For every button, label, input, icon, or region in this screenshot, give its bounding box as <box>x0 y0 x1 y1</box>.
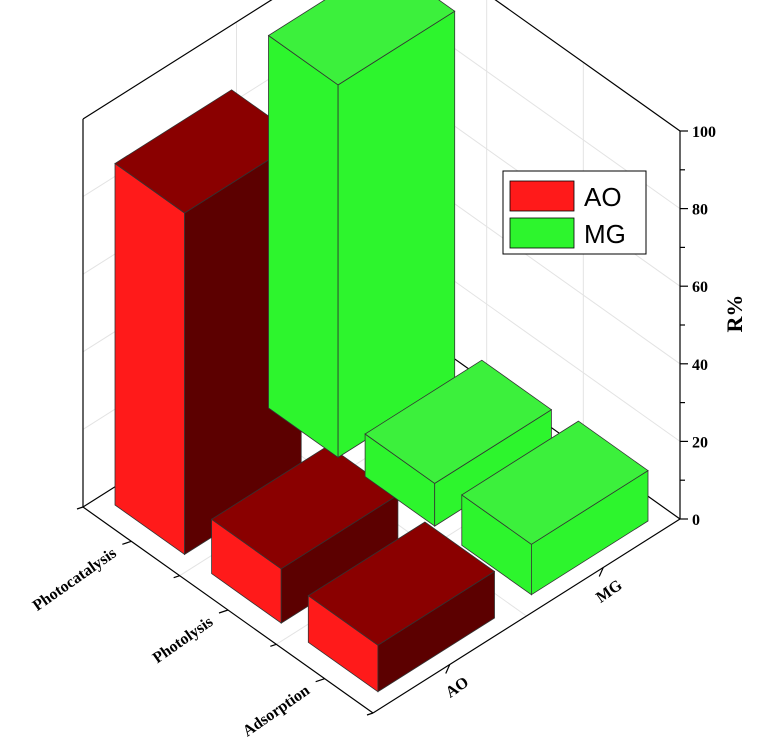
top-edge <box>82 0 273 120</box>
bars <box>114 0 649 693</box>
category-minor-tick <box>366 712 374 716</box>
series-tick <box>445 664 451 674</box>
bar-ao-photocatalysis <box>114 89 302 556</box>
value-tick-label: 0 <box>692 512 700 529</box>
category-tick <box>122 540 132 545</box>
legend-label-mg: MG <box>584 219 626 249</box>
category-tick-label: Photolysis <box>150 613 217 667</box>
bar-front-face <box>114 162 186 556</box>
legend-label-ao: AO <box>584 182 622 212</box>
bar-top-face <box>267 0 456 86</box>
series-tick <box>598 567 604 577</box>
bar-front-face <box>268 34 339 459</box>
bar-ao-photolysis <box>210 445 399 624</box>
value-tick-label: 60 <box>692 279 708 296</box>
category-tick-label: Photocatalysis <box>30 545 120 615</box>
category-minor-tick <box>76 506 84 510</box>
top-edge <box>494 0 681 132</box>
legend-swatch-ao <box>509 180 575 212</box>
category-tick-label: Adsorption <box>240 682 313 740</box>
category-tick <box>218 609 229 614</box>
legend: AO MG <box>502 170 647 255</box>
series-tick-label: MG <box>593 577 626 607</box>
bar-top-face <box>364 359 553 484</box>
category-tick <box>315 678 325 683</box>
value-tick-label: 40 <box>692 357 708 374</box>
series-tick-label: AO <box>443 674 472 702</box>
value-tick-label: 80 <box>692 202 708 219</box>
value-tick-label: 100 <box>692 124 716 141</box>
bar-top-face <box>307 521 496 646</box>
bar-top-face <box>461 420 649 545</box>
bar-mg-photocatalysis <box>267 0 456 459</box>
category-minor-tick <box>173 575 180 579</box>
floor-front-edge <box>372 518 681 714</box>
value-tick-label: 20 <box>692 434 708 451</box>
legend-swatch-mg <box>509 217 575 249</box>
bar-mg-adsorption <box>461 420 649 596</box>
value-axis-title: R% <box>722 295 747 333</box>
bar-ao-adsorption <box>307 521 496 693</box>
category-minor-tick <box>270 643 277 647</box>
bar-top-face <box>114 89 302 214</box>
